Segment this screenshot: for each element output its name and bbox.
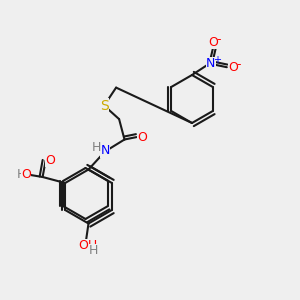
Text: H: H <box>17 167 26 181</box>
Text: O: O <box>45 154 55 167</box>
Text: N: N <box>206 57 216 70</box>
Text: O: O <box>208 36 218 49</box>
Text: -: - <box>216 33 221 46</box>
Text: O: O <box>137 130 147 144</box>
Text: N: N <box>100 144 110 158</box>
Text: +: + <box>213 55 221 65</box>
Text: O: O <box>21 167 31 181</box>
Text: OH: OH <box>78 239 97 252</box>
Text: O: O <box>228 61 238 74</box>
Text: S: S <box>100 99 109 112</box>
Text: -: - <box>237 58 241 71</box>
Text: H: H <box>89 244 98 257</box>
Text: H: H <box>91 141 101 154</box>
